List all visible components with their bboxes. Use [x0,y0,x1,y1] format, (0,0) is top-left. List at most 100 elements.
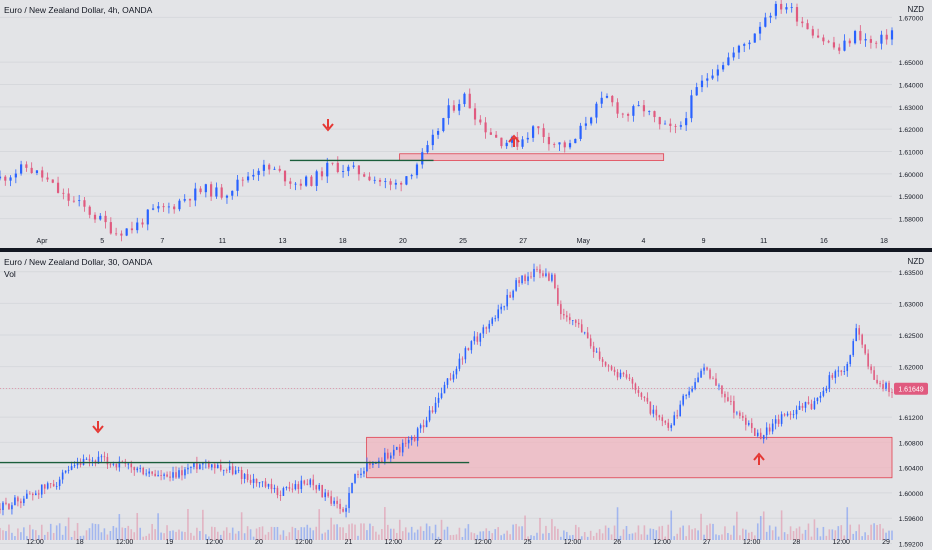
volume-bar [640,534,643,540]
candle-body [181,470,183,476]
time-axis[interactable]: Apr 5 7 11 13 18 20 25 27 May 4 9 11 16 18 [37,238,888,245]
candle-body [357,474,359,476]
volume-bar [885,532,887,540]
candle-body [49,483,52,485]
time-tick-label: 4 [641,238,645,245]
candle-body [188,199,192,201]
candle-body [91,460,94,462]
volume-bar [82,535,85,540]
volume-bar [357,535,359,540]
volume-bar [622,529,625,540]
volume-bar [34,530,37,540]
volume-bar [419,526,422,540]
volume-bar [100,532,103,540]
volume-bar [37,535,40,540]
candle-body [279,495,282,496]
volume-bar [706,525,708,540]
volume-bar [291,526,294,540]
candle-body [387,452,389,459]
candle-body [762,435,765,440]
volume-bar [276,526,279,540]
volume-bar [351,523,353,540]
price-axis[interactable]: 1.67000 1.65000 1.64000 1.63000 1.62000 1.610… [899,15,924,223]
volume-bar [536,532,538,540]
volume-bar [655,530,658,540]
candle-body [127,463,130,465]
volume-bar [163,533,165,540]
price-axis[interactable]: 1.63500 1.63000 1.62500 1.62000 1.61649 1.612… [894,270,928,549]
candle-body [765,427,768,436]
volume-bar [607,527,610,540]
support-zone[interactable] [399,153,665,161]
volume-bar [786,534,789,540]
volume-bar [843,535,846,540]
candle-body [282,488,285,496]
volume-bar [718,535,720,540]
candle-body [178,200,181,210]
volume-bar [404,527,407,540]
candle-body [103,456,106,458]
candle-body [17,497,19,502]
candle-body [14,497,16,506]
candle-body [817,35,820,38]
volume-bar [759,516,762,540]
volume-bar [369,523,371,540]
volume-bar [208,536,210,540]
volume-bar [136,513,139,540]
time-tick-label: 27 [703,539,711,546]
candle-body [718,385,720,387]
candle-body [640,392,643,397]
volume-bar [348,524,350,540]
candle-body [88,206,91,215]
candle-body [774,419,777,424]
time-tick-label: 12:00 [26,539,44,546]
candle-body [404,442,407,444]
time-tick-label: May [577,238,591,245]
candle-body [547,136,551,145]
candle-body [622,372,625,375]
bottom-chart-canvas[interactable]: 1.63500 1.63000 1.62500 1.62000 1.61649 1.612… [0,252,932,550]
candle-body [774,3,777,16]
top-chart-canvas[interactable]: 1.67000 1.65000 1.64000 1.63000 1.62000 1.610… [0,0,932,248]
candle-body [674,125,677,127]
candle-body [577,322,580,325]
candle-body [67,469,70,471]
bottom-chart-pane[interactable]: 1.63500 1.63000 1.62500 1.62000 1.61649 1.612… [0,252,932,550]
pane-divider[interactable] [0,248,932,252]
candle-body [172,472,174,478]
volume-bar [240,512,243,540]
volume-bar [398,519,401,540]
support-zone[interactable] [366,436,893,479]
candle-body [88,458,91,461]
candle-body [869,39,872,43]
candle-body [257,170,260,175]
candle-body [828,375,831,389]
volume-bar [410,526,413,540]
volume-bar [431,533,434,540]
candle-body [780,3,783,10]
candle-body [658,117,661,125]
time-axis[interactable]: 12:00 18 12:00 19 12:00 20 12:00 21 12:00 22 12:00… [26,539,890,546]
candles [0,0,894,242]
candle-body [225,469,228,471]
candle-body [679,404,681,417]
volume-bar [279,534,282,540]
volume-bar [324,532,326,540]
time-tick-label: 12:00 [832,539,850,546]
volume-bar [11,532,13,540]
top-chart-pane[interactable]: 1.67000 1.65000 1.64000 1.63000 1.62000 1.610… [0,0,932,248]
candle-body [299,183,302,186]
candle-body [595,351,598,353]
volume-bar [795,528,798,540]
volume-bar [831,529,834,540]
time-tick-label: 20 [255,539,263,546]
volume-bar [834,530,837,540]
candle-body [875,42,878,44]
time-tick-label: 18 [76,539,84,546]
volume-bar [52,532,55,540]
candle-body [589,338,592,347]
candle-body [780,414,783,424]
price-tick-label: 1.60800 [899,440,924,447]
volume-bar [458,527,461,540]
candle-body [548,273,550,281]
